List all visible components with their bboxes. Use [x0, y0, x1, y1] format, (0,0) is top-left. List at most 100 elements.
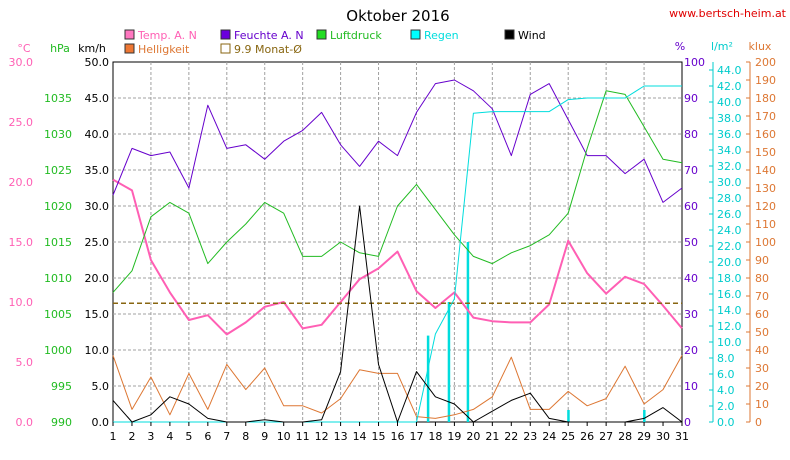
x-tick-label: 22 [504, 430, 518, 443]
y-tick-label-light: 100 [755, 236, 776, 249]
legend-label: Feuchte A. N [234, 29, 304, 42]
y-tick-label-rain: 18.0 [717, 272, 742, 285]
rain-bar [643, 410, 646, 422]
y-tick-label-wind: 0.0 [92, 416, 110, 429]
x-tick-label: 10 [277, 430, 291, 443]
y-tick-label-rain: 38.0 [717, 112, 742, 125]
x-tick-label: 18 [428, 430, 442, 443]
y-tick-label-rain: 12.0 [717, 320, 742, 333]
y-tick-label-pressure: 995 [51, 380, 72, 393]
series-line [112, 178, 683, 336]
y-tick-label-light: 80 [755, 272, 769, 285]
y-tick-label-light: 170 [755, 110, 776, 123]
y-tick-label-rain: 16.0 [717, 288, 742, 301]
y-tick-label-rain: 42.0 [717, 80, 742, 93]
y-tick-label-rain: 32.0 [717, 160, 742, 173]
y-tick-label-light: 70 [755, 290, 769, 303]
y-tick-label-wind: 15.0 [85, 308, 110, 321]
legend-label: 9.9 Monat-Ø [234, 43, 302, 56]
rain-bar [567, 410, 570, 422]
y-tick-label-humidity: 0 [684, 416, 691, 429]
y-tick-label-pressure: 990 [51, 416, 72, 429]
y-tick-label-light: 0 [755, 416, 762, 429]
y-tick-label-light: 180 [755, 92, 776, 105]
y-tick-label-light: 30 [755, 362, 769, 375]
plot-area [112, 61, 683, 423]
y-tick-label-rain: 4.0 [717, 384, 735, 397]
axis-unit-humidity: % [675, 40, 685, 53]
legend-swatch [220, 29, 231, 40]
x-tick-label: 28 [618, 430, 632, 443]
y-tick-label-humidity: 60 [684, 200, 698, 213]
y-tick-label-pressure: 1035 [44, 92, 72, 105]
y-tick-label-pressure: 1010 [44, 272, 72, 285]
y-tick-label-humidity: 100 [684, 56, 705, 69]
x-tick-label: 11 [296, 430, 310, 443]
y-tick-label-rain: 10.0 [717, 336, 742, 349]
y-tick-label-light: 120 [755, 200, 776, 213]
y-tick-label-temp: 15.0 [9, 236, 34, 249]
y-tick-label-rain: 28.0 [717, 192, 742, 205]
axis-unit-rain: l/m² [711, 40, 733, 53]
y-tick-label-wind: 50.0 [85, 56, 110, 69]
y-tick-label-wind: 30.0 [85, 200, 110, 213]
legend-label: Luftdruck [330, 29, 382, 42]
y-tick-label-wind: 5.0 [92, 380, 110, 393]
rain-bar [466, 242, 470, 422]
x-tick-label: 27 [599, 430, 613, 443]
legend-label: Temp. A. N [137, 29, 197, 42]
y-tick-label-wind: 25.0 [85, 236, 110, 249]
series-line [112, 355, 683, 419]
y-tick-label-rain: 0.0 [717, 416, 735, 429]
x-tick-label: 1 [110, 430, 117, 443]
y-tick-label-light: 200 [755, 56, 776, 69]
y-tick-label-light: 140 [755, 164, 776, 177]
legend-label: Wind [518, 29, 546, 42]
axis-unit-light: klux [749, 40, 772, 53]
x-tick-label: 7 [223, 430, 230, 443]
series-line [112, 90, 683, 293]
y-tick-label-pressure: 1005 [44, 308, 72, 321]
x-tick-label: 12 [315, 430, 329, 443]
x-tick-label: 19 [447, 430, 461, 443]
y-tick-label-light: 50 [755, 326, 769, 339]
y-tick-label-pressure: 1000 [44, 344, 72, 357]
x-tick-label: 23 [523, 430, 537, 443]
y-tick-label-light: 150 [755, 146, 776, 159]
legend-swatch [220, 43, 231, 54]
y-tick-label-rain: 34.0 [717, 144, 742, 157]
x-tick-label: 30 [656, 430, 670, 443]
y-tick-label-light: 160 [755, 128, 776, 141]
legend-label: Regen [424, 29, 459, 42]
y-tick-label-humidity: 10 [684, 380, 698, 393]
y-tick-label-wind: 10.0 [85, 344, 110, 357]
y-tick-label-humidity: 40 [684, 272, 698, 285]
x-tick-label: 31 [675, 430, 689, 443]
y-tick-label-humidity: 90 [684, 92, 698, 105]
y-tick-label-light: 130 [755, 182, 776, 195]
y-tick-label-rain: 30.0 [717, 176, 742, 189]
x-tick-label: 8 [242, 430, 249, 443]
axis-unit-pressure: hPa [50, 42, 70, 55]
y-tick-label-rain: 24.0 [717, 224, 742, 237]
y-tick-label-light: 10 [755, 398, 769, 411]
y-tick-label-humidity: 50 [684, 236, 698, 249]
y-tick-label-rain: 8.0 [717, 352, 735, 365]
y-tick-label-light: 110 [755, 218, 776, 231]
y-tick-label-temp: 5.0 [16, 356, 34, 369]
y-tick-label-pressure: 1020 [44, 200, 72, 213]
x-tick-label: 25 [561, 430, 575, 443]
legend-swatch [124, 43, 135, 54]
y-tick-label-rain: 14.0 [717, 304, 742, 317]
chart-axes: 1 2 3 4 5 6 7 8 9 10 11 12 13 14 15 16 17 18 19 20 21 22 23 24 2… [9, 40, 777, 443]
chart-frame [112, 61, 683, 423]
y-tick-label-pressure: 1025 [44, 164, 72, 177]
y-tick-label-wind: 45.0 [85, 92, 110, 105]
y-tick-label-rain: 2.0 [717, 400, 735, 413]
x-tick-label: 26 [580, 430, 594, 443]
y-tick-label-rain: 44.0 [717, 64, 742, 77]
y-tick-label-wind: 20.0 [85, 272, 110, 285]
y-tick-label-rain: 26.0 [717, 208, 742, 221]
y-tick-label-light: 40 [755, 344, 769, 357]
y-tick-label-rain: 6.0 [717, 368, 735, 381]
